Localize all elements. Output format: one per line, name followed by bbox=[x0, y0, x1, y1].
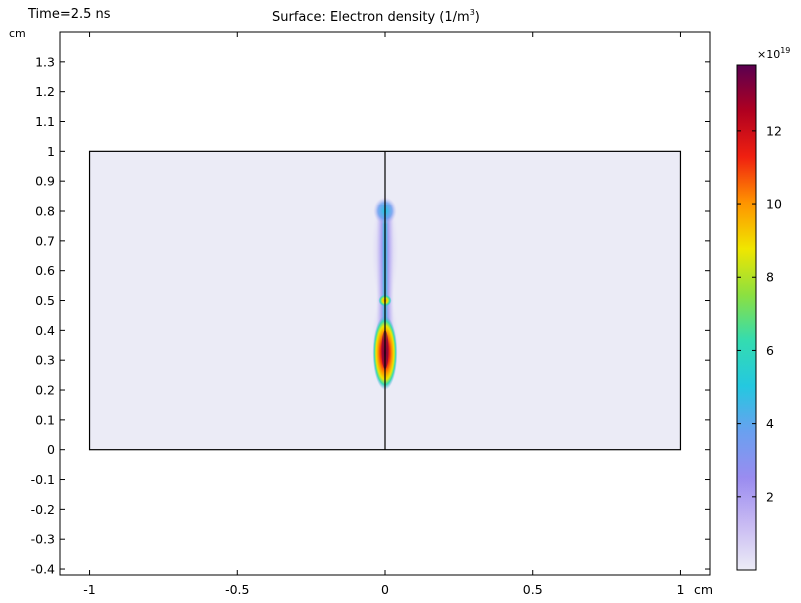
y-tick-label: 0.5 bbox=[35, 293, 55, 308]
y-tick-label: 0.1 bbox=[35, 412, 55, 427]
x-unit-label: cm bbox=[694, 582, 713, 597]
y-tick-label: 1.1 bbox=[35, 114, 55, 129]
y-tick-label: -0.2 bbox=[31, 502, 55, 517]
y-axis: 1.3 1.2 1.1 1 0.9 0.8 0.7 0.6 0.5 0.4 0.3 0.2 0.1 0 -0… bbox=[31, 54, 710, 577]
colorbar-multiplier: ×1019 bbox=[757, 46, 790, 61]
y-tick-label: 0.9 bbox=[35, 174, 55, 189]
y-tick-label: 0.3 bbox=[35, 353, 55, 368]
y-unit-label: cm bbox=[9, 27, 26, 40]
x-tick-label: -1 bbox=[83, 582, 95, 597]
chart-title: Surface: Electron density (1/m3) bbox=[272, 8, 480, 25]
y-tick-label: 0.4 bbox=[35, 323, 55, 338]
colorbar-tick-label: 12 bbox=[766, 123, 782, 138]
colorbar-tick-label: 4 bbox=[766, 416, 774, 431]
y-tick-label: 0.6 bbox=[35, 263, 55, 278]
x-tick-label: 1 bbox=[676, 582, 684, 597]
x-tick-label: -0.5 bbox=[225, 582, 249, 597]
colorbar-tick-label: 6 bbox=[766, 343, 774, 358]
y-tick-label: 0.7 bbox=[35, 233, 55, 248]
x-axis: -1 -0.5 0 0.5 1 bbox=[83, 32, 684, 597]
colorbar-tick-label: 8 bbox=[766, 270, 774, 285]
y-tick-label: -0.1 bbox=[31, 472, 55, 487]
colorbar-tick-label: 10 bbox=[766, 197, 782, 212]
colorbar bbox=[736, 64, 757, 571]
colorbar-tick-label: 2 bbox=[766, 489, 774, 504]
y-tick-label: 0.2 bbox=[35, 383, 55, 398]
time-label: Time=2.5 ns bbox=[27, 7, 111, 22]
y-tick-label: 1 bbox=[47, 144, 55, 159]
y-tick-label: 0.8 bbox=[35, 204, 55, 219]
y-tick-label: 0 bbox=[47, 442, 55, 457]
y-tick-label: -0.4 bbox=[31, 562, 55, 577]
y-tick-label: 1.2 bbox=[35, 84, 55, 99]
electron-density-streamer bbox=[371, 193, 399, 390]
colorbar-ticks: 2 4 6 8 10 12 bbox=[737, 123, 782, 504]
x-tick-label: 0.5 bbox=[523, 582, 543, 597]
y-tick-label: -0.3 bbox=[31, 532, 55, 547]
y-tick-label: 1.3 bbox=[35, 54, 55, 69]
x-tick-label: 0 bbox=[381, 582, 389, 597]
